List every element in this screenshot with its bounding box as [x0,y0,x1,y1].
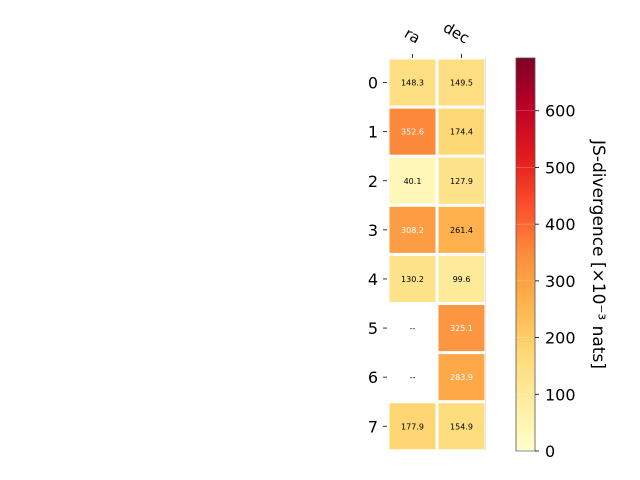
heatmap-cell [438,403,485,450]
heatmap-cell [389,354,436,401]
cell-value-label: 177.9 [401,422,424,431]
cell-value-label: -- [410,324,416,333]
cell-value-label: 148.3 [401,79,424,88]
colorbar-gradient [515,57,536,452]
colorbar-tick-label: 600 [545,102,576,121]
heatmap-cell [389,157,436,204]
cell-value-label: 325.1 [450,324,473,333]
colorbar-tick-label: 0 [545,442,555,461]
column-label: dec [440,18,472,47]
colorbar-tick-label: 100 [545,385,576,404]
row-label: 5 [368,319,378,338]
row-label: 0 [368,74,378,93]
row-labels: 0 1 2 3 4 5 6 7 [368,74,387,436]
heatmap-cell [438,255,485,302]
cell-value-label: 40.1 [404,177,422,186]
cell-value-label: 154.9 [450,422,473,431]
row-label: 7 [368,417,378,436]
heatmap-cell [438,354,485,401]
cell-value-label: 261.4 [450,226,473,235]
heatmap-cell [389,108,436,155]
heatmap-cells: 148.3 149.5 352.6 174.4 40.1 127.9 308.2 261.4 1… [389,58,486,451]
cell-value-label: 149.5 [450,79,473,88]
heatmap-cell [389,305,436,352]
heatmap-cell [438,108,485,155]
colorbar-tick-label: 400 [545,215,576,234]
column-label: ra [401,24,423,47]
cell-value-label: -- [410,373,416,382]
colorbar-label: JS-divergence [×10⁻³ nats] [588,139,608,369]
row-label: 6 [368,368,378,387]
cell-value-label: 130.2 [401,275,424,284]
row-label: 4 [368,270,378,289]
row-label: 1 [368,123,378,142]
heatmap-cell [438,59,485,106]
heatmap-cell [389,255,436,302]
heatmap-cell [389,59,436,106]
cell-value-label: 99.6 [453,275,471,284]
cell-value-label: 127.9 [450,177,473,186]
heatmap-cell [389,206,436,253]
heatmap-cell [438,157,485,204]
cell-value-label: 174.4 [450,128,473,137]
heatmap-cell [389,403,436,450]
row-label: 3 [368,221,378,240]
cell-value-label: 308.2 [401,226,424,235]
column-labels: ra dec [401,18,473,58]
heatmap-cell [438,305,485,352]
row-label: 2 [368,172,378,191]
cell-value-label: 283.9 [450,373,473,382]
colorbar: 0 100 200 300 400 500 600 [515,57,576,461]
colorbar-tick-label: 200 [545,329,576,348]
colorbar-tick-label: 500 [545,158,576,177]
heatmap-cell [438,206,485,253]
colorbar-tick-label: 300 [545,272,576,291]
cell-value-label: 352.6 [401,128,424,137]
